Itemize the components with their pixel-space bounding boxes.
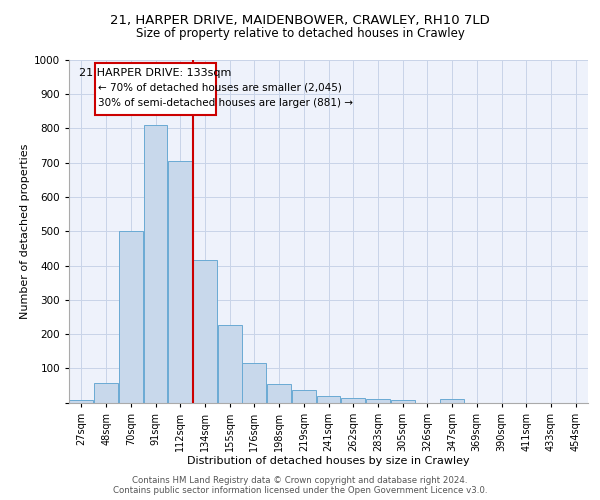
Text: 21, HARPER DRIVE, MAIDENBOWER, CRAWLEY, RH10 7LD: 21, HARPER DRIVE, MAIDENBOWER, CRAWLEY, … [110, 14, 490, 27]
Text: Size of property relative to detached houses in Crawley: Size of property relative to detached ho… [136, 28, 464, 40]
Bar [440, 399, 464, 402]
X-axis label: Distribution of detached houses by size in Crawley: Distribution of detached houses by size … [187, 456, 470, 466]
Text: Contains public sector information licensed under the Open Government Licence v3: Contains public sector information licen… [113, 486, 487, 495]
Bar [267, 384, 291, 402]
Bar [341, 398, 365, 402]
Bar [143, 125, 167, 402]
Bar [366, 399, 390, 402]
Text: 21 HARPER DRIVE: 133sqm: 21 HARPER DRIVE: 133sqm [79, 68, 232, 78]
Bar [242, 363, 266, 403]
Text: Contains HM Land Registry data © Crown copyright and database right 2024.: Contains HM Land Registry data © Crown c… [132, 476, 468, 485]
Bar [168, 161, 192, 402]
Bar [218, 326, 242, 402]
Bar [391, 400, 415, 402]
Bar [119, 231, 143, 402]
Y-axis label: Number of detached properties: Number of detached properties [20, 144, 29, 319]
FancyBboxPatch shape [95, 62, 216, 116]
Bar [70, 400, 94, 402]
Text: 30% of semi-detached houses are larger (881) →: 30% of semi-detached houses are larger (… [98, 98, 353, 108]
Bar [94, 383, 118, 402]
Text: ← 70% of detached houses are smaller (2,045): ← 70% of detached houses are smaller (2,… [98, 83, 342, 93]
Bar [292, 390, 316, 402]
Bar [317, 396, 340, 402]
Bar [193, 260, 217, 402]
